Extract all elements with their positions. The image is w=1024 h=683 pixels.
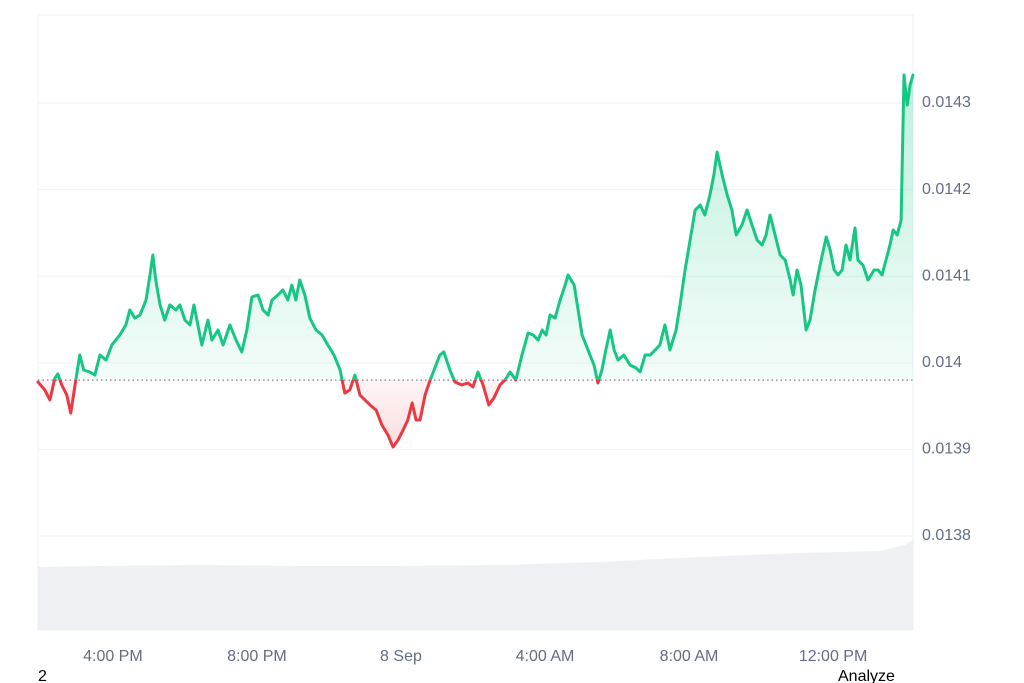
x-tick-label: 4:00 PM	[83, 648, 143, 665]
x-tick-label: 12:00 PM	[799, 648, 867, 665]
y-tick-label: 0.0142	[922, 181, 971, 198]
y-tick-label: 0.014	[922, 354, 962, 371]
y-tick-label: 0.0138	[922, 527, 971, 544]
volume-area	[38, 540, 913, 630]
x-tick-label: 4:00 AM	[516, 648, 575, 665]
price-line	[36, 73, 915, 449]
x-tick-label: 8:00 PM	[227, 648, 287, 665]
area	[38, 75, 913, 447]
x-tick-label: 8:00 AM	[660, 648, 719, 665]
y-tick-label: 0.0143	[922, 94, 971, 111]
x-tick-label: 8 Sep	[380, 648, 422, 665]
footer-right[interactable]: Analyze	[838, 668, 895, 683]
footer-left: 2	[38, 668, 47, 683]
y-tick-label: 0.0139	[922, 441, 971, 458]
y-tick-label: 0.0141	[922, 267, 971, 284]
